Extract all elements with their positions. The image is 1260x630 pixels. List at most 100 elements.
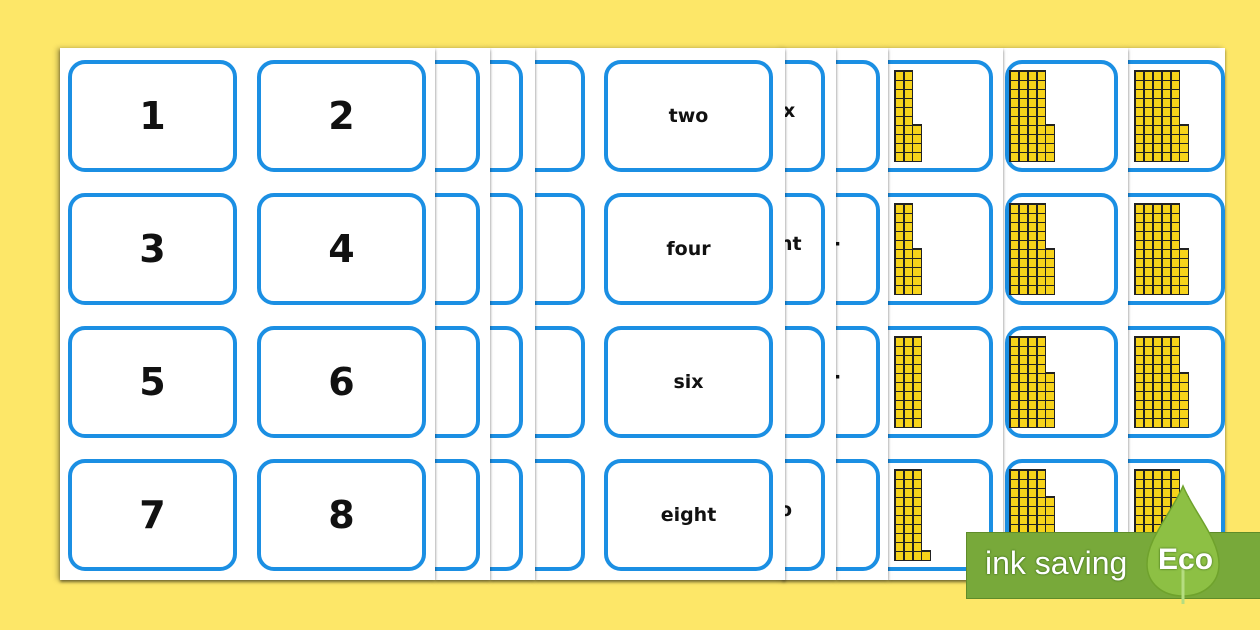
base-ten-blocks: [1009, 203, 1055, 295]
partial-word: ht: [783, 233, 802, 255]
card-number: 7: [139, 493, 166, 537]
flashcard: [535, 60, 585, 172]
flashcard: [435, 459, 480, 571]
flashcard: [783, 60, 825, 172]
number-card-8: 8: [257, 459, 426, 571]
base-ten-blocks: [1009, 70, 1055, 162]
flashcard: [535, 326, 585, 438]
flashcard: [535, 193, 585, 305]
ten-rod: [1037, 336, 1046, 428]
unit-cubes: [913, 124, 922, 162]
flashcard: [783, 459, 825, 571]
flashcard: [490, 459, 523, 571]
ten-rod: [1028, 336, 1037, 428]
ten-rod: [1153, 70, 1162, 162]
flashcard-sheet-a: [435, 48, 490, 580]
flashcard-sheet-e: · ·: [836, 48, 888, 580]
ten-rod: [1144, 70, 1153, 162]
card-number: 1: [139, 94, 166, 138]
ten-rod: [1028, 70, 1037, 162]
ten-rod: [904, 203, 913, 295]
flashcard: [783, 326, 825, 438]
ten-rod: [1037, 203, 1046, 295]
ten-rod: [1134, 203, 1144, 295]
base-ten-blocks: [1009, 336, 1055, 428]
ten-rod: [894, 469, 904, 561]
flashcard-sheet-blocks-1: [888, 48, 1003, 580]
unit-cubes: [1180, 124, 1189, 162]
ten-rod: [1144, 336, 1153, 428]
number-card-5: 5: [68, 326, 237, 438]
unit-cubes: [1046, 124, 1055, 162]
ten-rod: [1162, 70, 1171, 162]
base-ten-blocks: [894, 469, 931, 561]
flashcard: [490, 60, 523, 172]
unit-cubes: [913, 248, 922, 295]
flashcard: [836, 326, 880, 438]
ten-rod: [894, 336, 904, 428]
ten-rod: [894, 70, 904, 162]
base-ten-blocks: [894, 203, 922, 295]
word-card-two: two: [604, 60, 773, 172]
card-number: 2: [328, 94, 355, 138]
flashcard: [490, 326, 523, 438]
ten-rod: [1134, 70, 1144, 162]
ten-rod: [1019, 336, 1028, 428]
flashcard: [535, 459, 585, 571]
word-card-four: four: [604, 193, 773, 305]
partial-word: ·: [836, 233, 841, 255]
word-card-six: six: [604, 326, 773, 438]
ten-rod: [1134, 336, 1144, 428]
base-ten-blocks: [894, 336, 922, 428]
unit-cubes: [1180, 248, 1189, 295]
ten-rod: [1162, 203, 1171, 295]
ten-rod: [904, 70, 913, 162]
ten-rod: [1019, 70, 1028, 162]
ten-rod: [1009, 336, 1019, 428]
card-word: four: [666, 238, 711, 260]
ten-rod: [904, 469, 913, 561]
base-ten-blocks: [1134, 336, 1189, 428]
flashcard-sheet-words: two four six eight: [535, 48, 785, 580]
flashcard-sheet-blocks-2: [1003, 48, 1128, 580]
ten-rod: [1162, 336, 1171, 428]
base-ten-blocks: [1009, 469, 1055, 561]
flashcard: [836, 60, 880, 172]
ten-rod: [1028, 203, 1037, 295]
card-number: 5: [139, 360, 166, 404]
ten-rod: [1144, 203, 1153, 295]
flashcard: [435, 193, 480, 305]
ten-rod: [1153, 203, 1162, 295]
base-ten-blocks: [894, 70, 922, 162]
card-word: eight: [660, 504, 717, 526]
ten-rod: [1171, 203, 1180, 295]
partial-word: ·: [836, 366, 841, 388]
card-word: six: [673, 371, 704, 393]
unit-cubes: [1180, 372, 1189, 428]
ten-rod: [904, 336, 913, 428]
flashcard: [490, 193, 523, 305]
unit-cubes: [1046, 372, 1055, 428]
ten-rod: [1153, 336, 1162, 428]
card-number: 4: [328, 227, 355, 271]
number-card-1: 1: [68, 60, 237, 172]
flashcard-sheet-numbers: 1 2 3 4 5 6 7 8: [60, 48, 435, 580]
card-number: 3: [139, 227, 166, 271]
ten-rod: [913, 469, 922, 561]
ten-rod: [913, 336, 922, 428]
flashcard-sheet-d: x ht o: [783, 48, 836, 580]
ten-rod: [1037, 70, 1046, 162]
partial-word: x: [783, 100, 796, 122]
card-word: two: [668, 105, 709, 127]
number-card-2: 2: [257, 60, 426, 172]
partial-word: o: [783, 499, 793, 521]
base-ten-blocks: [1134, 203, 1189, 295]
card-number: 6: [328, 360, 355, 404]
eco-label: Eco: [1158, 543, 1214, 576]
ten-rod: [1171, 336, 1180, 428]
ten-rod: [1171, 70, 1180, 162]
flashcard-sheet-b: [490, 48, 535, 580]
ten-rod: [894, 203, 904, 295]
word-card-eight: eight: [604, 459, 773, 571]
number-card-6: 6: [257, 326, 426, 438]
